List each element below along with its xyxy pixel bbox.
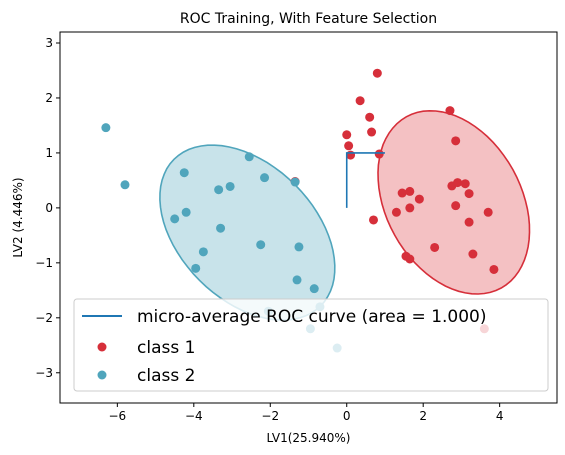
- y-axis-label: LV2 (4.446%): [11, 177, 25, 257]
- class-2-point: [101, 123, 111, 133]
- legend-roc-label: micro-average ROC curve (area = 1.000): [137, 307, 487, 327]
- x-tick-label: 4: [496, 409, 504, 423]
- class-1-point: [453, 178, 463, 188]
- class-1-point: [405, 203, 415, 213]
- class-2-point: [225, 181, 235, 191]
- legend: micro-average ROC curve (area = 1.000) c…: [73, 298, 549, 392]
- chart-title: ROC Training, With Feature Selection: [180, 11, 437, 27]
- class-1-point: [451, 136, 461, 146]
- class-1-point: [368, 215, 378, 225]
- class-2-point: [120, 180, 130, 190]
- class-1-point: [372, 68, 382, 78]
- legend-class-1-marker: [97, 342, 107, 352]
- x-tick-label: −2: [261, 409, 279, 423]
- legend-class-2-marker: [97, 370, 107, 380]
- y-tick-label: 2: [45, 91, 53, 105]
- legend-class-1-label: class 1: [137, 338, 195, 358]
- y-tick-label: −1: [35, 256, 53, 270]
- class-1-point: [405, 186, 415, 196]
- class-1-point: [405, 254, 415, 264]
- class-1-point: [460, 179, 470, 189]
- class-1-point: [374, 149, 384, 159]
- class-1-point: [397, 188, 407, 198]
- class-2-point: [181, 207, 191, 217]
- roc-layer: [345, 152, 385, 208]
- class-1-point: [464, 217, 474, 227]
- legend-class-2-label: class 2: [137, 366, 195, 386]
- class-2-point: [244, 152, 254, 162]
- class-2-point: [290, 177, 300, 187]
- class-1-point: [367, 127, 377, 137]
- class-2-point: [170, 214, 180, 224]
- y-tick-label: 1: [45, 146, 53, 160]
- class-1-point: [451, 201, 461, 211]
- x-tick-label: 2: [419, 409, 427, 423]
- class-2-point: [191, 263, 201, 273]
- legend-box: [73, 298, 549, 392]
- class-2-point: [256, 240, 266, 250]
- class-2-point: [260, 173, 270, 183]
- class-2-point: [198, 247, 208, 257]
- ellipses-layer: [159, 109, 531, 321]
- class-1-point: [355, 96, 365, 106]
- class-2-point: [292, 275, 302, 285]
- x-tick-label: −4: [185, 409, 203, 423]
- y-tick-label: −2: [35, 311, 53, 325]
- class-2-point: [294, 242, 304, 252]
- x-axis: −6 −4 −2 0 2 4: [108, 403, 503, 423]
- points-layer: [101, 68, 499, 353]
- y-tick-label: 0: [45, 201, 53, 215]
- class-1-point: [464, 189, 474, 199]
- class-1-point: [342, 130, 352, 140]
- class-1-point: [430, 242, 440, 252]
- class-1-point: [344, 141, 354, 151]
- class-2-point: [309, 284, 319, 294]
- roc-curve-line: [345, 152, 385, 208]
- plot-frame: [59, 31, 558, 404]
- class-1-point: [391, 207, 401, 217]
- class-2-point: [216, 223, 226, 233]
- class-1-point: [445, 106, 455, 116]
- class-1-point: [489, 264, 499, 274]
- y-tick-label: 3: [45, 36, 53, 50]
- x-axis-label: LV1(25.940%): [267, 431, 351, 445]
- y-tick-label: −3: [35, 366, 53, 380]
- class-1-point: [468, 249, 478, 259]
- x-tick-label: 0: [343, 409, 351, 423]
- class-2-point: [179, 168, 189, 178]
- y-axis: −3 −2 −1 0 1 2 3: [35, 36, 60, 380]
- class-1-point: [483, 207, 493, 217]
- confidence-ellipse-2: [159, 144, 336, 321]
- class-1-point: [414, 194, 424, 204]
- class-1-point: [365, 112, 375, 122]
- class-2-point: [214, 185, 224, 195]
- x-tick-label: −6: [108, 409, 126, 423]
